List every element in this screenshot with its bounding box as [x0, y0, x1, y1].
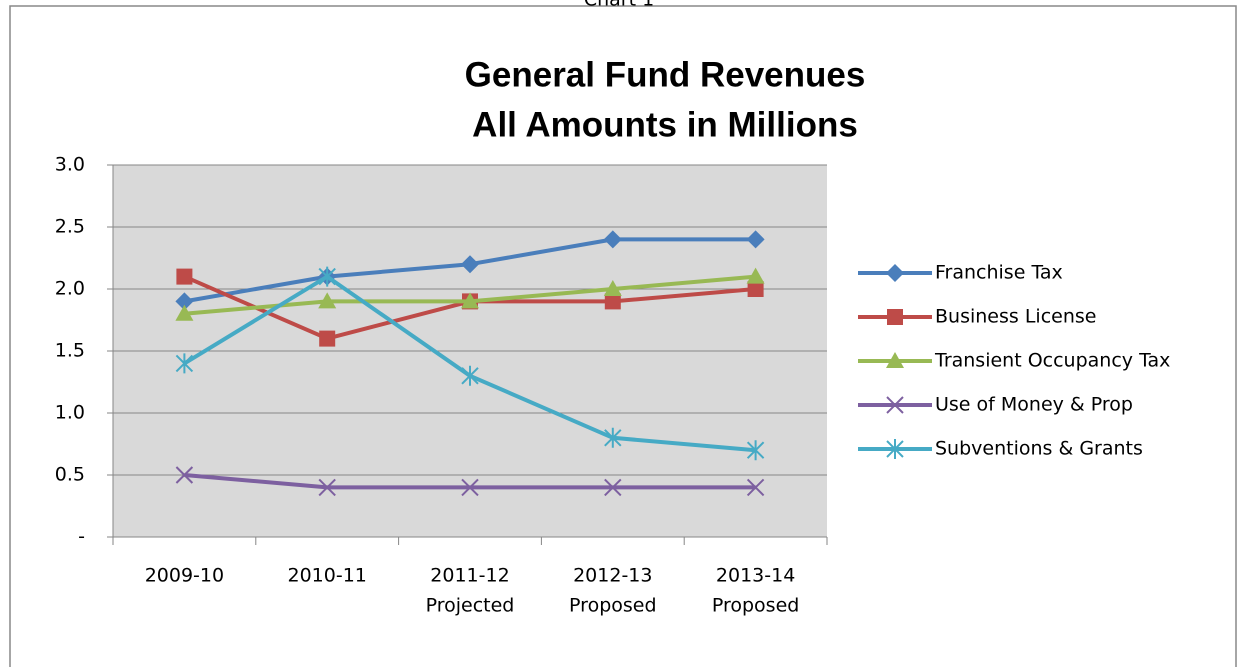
- marker: [886, 396, 904, 414]
- marker: [318, 266, 336, 287]
- marker: [461, 292, 479, 309]
- marker: [318, 292, 337, 309]
- y-tick-label: 0.5: [55, 464, 85, 486]
- x-tick-label: 2013-14: [716, 565, 795, 587]
- y-tick-label: 3.0: [55, 154, 85, 176]
- x-tick-label: Proposed: [569, 595, 656, 617]
- y-tick-label: 1.5: [55, 340, 85, 362]
- x-tick-label: Proposed: [712, 595, 799, 617]
- y-tick-label: 2.0: [55, 278, 85, 300]
- marker: [603, 280, 622, 296]
- x-tick-label: Projected: [426, 595, 515, 617]
- marker: [175, 304, 194, 321]
- chart-supertitle: Chart 1: [584, 0, 654, 11]
- legend-label: Business License: [935, 306, 1096, 328]
- marker: [604, 427, 622, 448]
- marker: [603, 230, 622, 249]
- marker: [746, 230, 765, 249]
- x-tick-label: 2010-11: [288, 565, 367, 587]
- marker: [319, 330, 336, 347]
- marker: [747, 281, 764, 297]
- marker: [461, 478, 479, 497]
- legend-label: Subventions & Grants: [935, 438, 1143, 460]
- marker: [886, 439, 904, 459]
- marker: [176, 268, 193, 285]
- marker: [746, 478, 765, 497]
- x-tick-label: 2011-12: [430, 565, 509, 587]
- marker: [887, 309, 903, 325]
- chart-subtitle: All Amounts in Millions: [472, 105, 858, 144]
- x-tick-label: 2012-13: [573, 565, 652, 587]
- marker: [746, 440, 765, 461]
- marker: [461, 365, 479, 386]
- marker: [175, 292, 194, 311]
- y-tick-label: -: [78, 526, 85, 548]
- marker: [746, 267, 765, 284]
- marker: [886, 264, 904, 282]
- chart-title: General Fund Revenues: [465, 55, 866, 94]
- marker: [175, 466, 194, 484]
- marker: [604, 478, 622, 497]
- y-tick-label: 1.0: [55, 402, 85, 424]
- marker: [175, 353, 194, 374]
- chart-frame: [9, 5, 1237, 667]
- marker: [461, 255, 479, 274]
- marker: [604, 293, 621, 310]
- legend-label: Transient Occupancy Tax: [934, 350, 1170, 372]
- y-tick-label: 2.5: [55, 216, 85, 238]
- marker: [886, 352, 904, 368]
- x-tick-label: 2009-10: [145, 565, 224, 587]
- legend-label: Use of Money & Prop: [935, 394, 1133, 416]
- marker: [318, 478, 336, 497]
- legend-label: Franchise Tax: [935, 262, 1063, 284]
